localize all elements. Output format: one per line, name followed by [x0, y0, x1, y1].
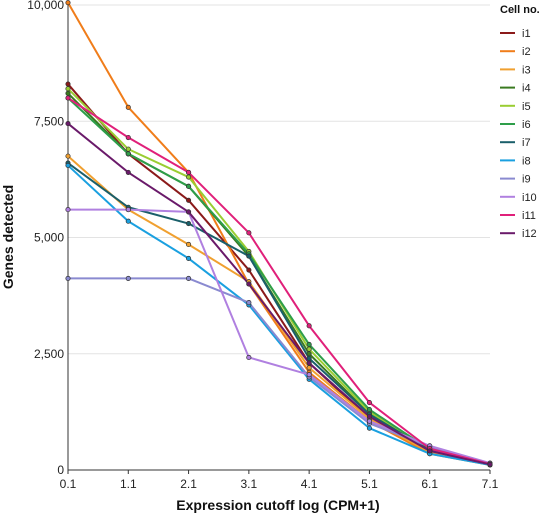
- data-point-i6: [306, 341, 312, 348]
- series-line-i5: [67, 87, 491, 466]
- data-point-i11: [306, 323, 312, 329]
- axes: [67, 5, 491, 474]
- data-point-i5: [306, 346, 312, 352]
- data-point-i7: [186, 221, 192, 227]
- data-point-i6: [125, 151, 131, 157]
- legend-label-i11: i11: [522, 210, 536, 222]
- data-point-i11: [65, 95, 71, 101]
- data-point-i3: [186, 241, 192, 248]
- data-point-i12: [65, 121, 71, 127]
- x-tick-label: 0.1: [60, 477, 77, 491]
- data-point-i11: [246, 230, 252, 236]
- gridlines: [68, 4, 490, 355]
- y-tick-label: 5,000: [34, 231, 64, 245]
- data-point-i10: [366, 418, 372, 424]
- x-tick-label: 7.1: [482, 477, 499, 491]
- data-point-i12: [246, 281, 252, 287]
- data-point-i9: [65, 275, 71, 281]
- data-point-i12: [125, 169, 131, 175]
- data-point-i12: [487, 461, 493, 467]
- data-point-i6: [186, 183, 192, 189]
- series-line-i1: [67, 83, 491, 466]
- data-point-i10: [65, 207, 71, 213]
- legend-label-i1: i1: [522, 28, 531, 40]
- data-point-i11: [366, 400, 372, 406]
- data-point-i7: [246, 253, 252, 259]
- data-point-i7: [306, 355, 312, 361]
- data-point-i9: [246, 300, 252, 306]
- data-point-i5: [125, 146, 131, 152]
- data-point-i11: [186, 169, 192, 175]
- legend-label-i5: i5: [522, 101, 531, 113]
- y-tick-label: 10,000: [27, 0, 64, 12]
- legend-title: Cell no.: [500, 4, 540, 16]
- series-line-i2: [67, 2, 491, 466]
- data-point-i2: [65, 0, 71, 6]
- legend-label-i10: i10: [522, 192, 537, 204]
- legend-label-i9: i9: [522, 174, 531, 186]
- data-point-i1: [186, 197, 192, 203]
- data-point-i3: [65, 153, 71, 159]
- x-tick-label: 3.1: [241, 477, 258, 491]
- data-point-i11: [125, 134, 131, 141]
- data-point-i12: [366, 413, 372, 420]
- legend-label-i2: i2: [522, 46, 531, 58]
- data-point-i9: [186, 275, 192, 281]
- data-point-i4: [65, 90, 71, 96]
- series-line-i11: [67, 97, 491, 465]
- data-point-i1: [246, 267, 252, 273]
- data-point-i3: [306, 365, 312, 371]
- x-tick-label: 2.1: [180, 477, 197, 491]
- x-axis-title: Expression cutoff log (CPM+1): [176, 497, 379, 513]
- legend-label-i6: i6: [522, 119, 531, 131]
- y-tick-labels: 0 2,500 5,000 7,500 10,000: [27, 0, 64, 477]
- series-line-i3: [67, 155, 491, 466]
- x-tick-label: 5.1: [361, 477, 378, 491]
- legend-label-i8: i8: [522, 155, 531, 167]
- series-lines: [65, 0, 493, 468]
- y-tick-label: 0: [57, 463, 64, 477]
- data-point-i2: [125, 104, 131, 110]
- data-point-i8: [366, 425, 372, 431]
- data-point-i8: [186, 255, 192, 261]
- y-tick-label: 7,500: [34, 114, 64, 128]
- data-point-i5: [186, 174, 192, 180]
- series-line-i7: [67, 162, 491, 466]
- legend-label-i4: i4: [522, 83, 531, 95]
- x-tick-label: 1.1: [120, 477, 137, 491]
- data-point-i10: [246, 354, 252, 361]
- data-point-i6: [366, 406, 372, 413]
- y-tick-label: 2,500: [34, 347, 64, 361]
- legend: Cell no. i1 i2 i3 i4 i5 i6 i7 i8 i9 i10 i11 i12: [500, 4, 540, 240]
- series-line-i9: [68, 277, 491, 465]
- data-point-i10: [125, 207, 131, 213]
- legend-label-i7: i7: [522, 137, 531, 149]
- data-point-i8: [65, 162, 71, 168]
- data-point-i5: [65, 86, 71, 92]
- x-tick-labels: 0.1 1.1 2.1 3.1 4.1 5.1 6.1 7.1: [60, 477, 499, 491]
- data-point-i12: [186, 209, 192, 215]
- data-point-i12: [427, 448, 433, 454]
- legend-label-i12: i12: [522, 228, 537, 240]
- data-point-i10: [306, 372, 312, 378]
- data-point-i8: [125, 218, 131, 224]
- data-point-i1: [65, 81, 71, 87]
- series-line-i10: [68, 208, 491, 464]
- data-point-i4: [306, 351, 312, 357]
- legend-label-i3: i3: [522, 64, 531, 76]
- series-line-i12: [67, 122, 491, 466]
- x-tick-label: 6.1: [421, 477, 438, 491]
- series-line-i8: [67, 164, 491, 466]
- data-point-i9: [125, 275, 131, 281]
- x-tick-label: 4.1: [301, 477, 318, 491]
- y-axis-title: Genes detected: [0, 185, 16, 289]
- data-point-i12: [306, 360, 312, 366]
